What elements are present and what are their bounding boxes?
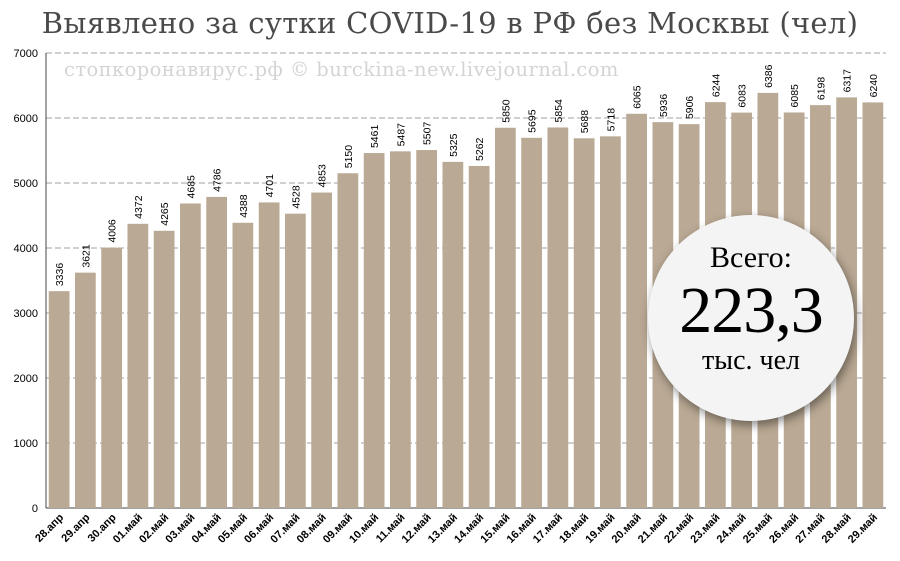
bar xyxy=(153,230,175,508)
data-label: 5325 xyxy=(448,133,460,157)
data-label: 4388 xyxy=(238,194,250,218)
bar xyxy=(600,136,621,508)
bar xyxy=(390,151,411,508)
bar xyxy=(180,203,201,508)
data-label: 6240 xyxy=(868,74,880,98)
data-label: 5718 xyxy=(605,108,617,132)
data-label: 6198 xyxy=(815,77,827,101)
y-tick-label: 0 xyxy=(32,503,38,515)
y-tick-label: 6000 xyxy=(14,113,38,125)
bar xyxy=(468,165,490,508)
data-label: 3336 xyxy=(54,263,66,287)
bar xyxy=(521,137,542,508)
bar xyxy=(862,102,884,509)
bar xyxy=(206,196,227,508)
total-badge: Всего: 223,3 тыс. чел xyxy=(648,215,854,421)
data-label: 5854 xyxy=(553,99,565,123)
bar xyxy=(285,213,306,508)
x-tick-label: 29.апр xyxy=(59,511,92,544)
data-label: 5906 xyxy=(684,96,696,120)
data-labels: 3336 3621 4006 4372 4265 4685 4786 4388 4701 4528… xyxy=(54,64,880,286)
data-label: 6065 xyxy=(632,85,644,109)
data-label: 4372 xyxy=(133,195,145,219)
bar xyxy=(75,272,96,508)
chart-title: Выявлено за сутки COVID-19 в РФ без Моск… xyxy=(41,6,859,40)
bar xyxy=(232,222,254,508)
data-label: 5150 xyxy=(343,145,355,169)
data-label: 4006 xyxy=(107,219,119,243)
data-label: 4265 xyxy=(159,202,171,226)
bar xyxy=(101,247,122,509)
data-label: 6085 xyxy=(789,84,801,108)
watermark-text: стопкоронавирус.рф © burckina-new.livejo… xyxy=(64,58,619,81)
data-label: 5487 xyxy=(395,123,407,147)
data-label: 5688 xyxy=(579,110,591,134)
data-label: 5507 xyxy=(422,122,434,146)
bar xyxy=(337,173,359,508)
data-label: 3621 xyxy=(80,244,92,268)
data-label: 6083 xyxy=(737,84,749,108)
bar xyxy=(547,127,569,509)
y-tick-label: 2000 xyxy=(14,373,38,385)
data-label: 6244 xyxy=(710,74,722,98)
data-label: 5695 xyxy=(527,109,539,133)
data-label: 5936 xyxy=(658,94,670,118)
y-tick-label: 4000 xyxy=(14,243,38,255)
bar xyxy=(416,150,437,509)
bar xyxy=(626,113,647,509)
data-label: 4528 xyxy=(290,185,302,209)
x-tick-label: 28.апр xyxy=(33,511,66,544)
data-label: 5850 xyxy=(500,99,512,123)
data-label: 4685 xyxy=(185,175,197,199)
bar xyxy=(258,202,280,508)
y-tick-label: 3000 xyxy=(14,308,38,320)
total-unit: тыс. чел xyxy=(702,345,800,376)
y-tick-label: 7000 xyxy=(14,48,38,60)
data-label: 5461 xyxy=(369,125,381,149)
bar xyxy=(573,138,595,508)
bar xyxy=(495,127,516,508)
x-tick-label: 10.май xyxy=(347,512,381,546)
bar xyxy=(363,153,385,508)
y-tick-label: 1000 xyxy=(14,438,38,450)
bar xyxy=(48,291,70,508)
data-label: 6386 xyxy=(763,64,775,88)
total-value: 223,3 xyxy=(679,274,824,347)
data-label: 4853 xyxy=(317,164,329,188)
total-label: Всего: xyxy=(710,241,792,274)
data-label: 4701 xyxy=(264,174,276,198)
x-tick-labels: 28.апр29.апр30.апр01.май02.май03.май04.м… xyxy=(33,511,880,545)
data-label: 4786 xyxy=(212,168,224,192)
bar xyxy=(127,223,149,508)
bar xyxy=(442,161,464,508)
bar xyxy=(311,192,332,508)
data-label: 6317 xyxy=(842,69,854,93)
data-label: 5262 xyxy=(474,137,486,161)
x-tick-label: 29.май xyxy=(846,512,880,546)
y-tick-label: 5000 xyxy=(14,178,38,190)
